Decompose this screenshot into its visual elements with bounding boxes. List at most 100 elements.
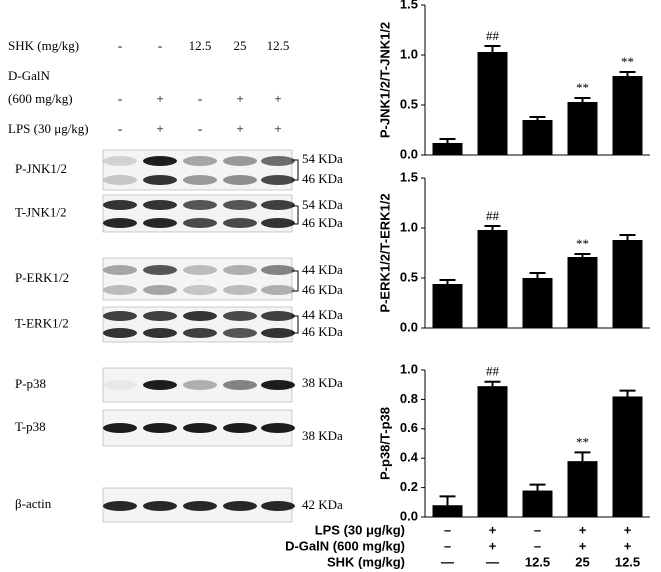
- blot-band: [223, 156, 257, 166]
- bar: [522, 120, 553, 155]
- bar: [612, 396, 643, 517]
- condition-value: -: [158, 38, 162, 53]
- blot-band: [261, 380, 295, 390]
- blot-band: [183, 501, 217, 511]
- error-bar: [439, 138, 456, 143]
- condition-value: 12.5: [267, 38, 290, 53]
- blot-band: [103, 200, 137, 210]
- significance: **: [576, 434, 589, 449]
- bracket: [292, 205, 299, 225]
- blot-band: [261, 501, 295, 511]
- blot-band: [261, 311, 295, 321]
- size-marker: 46 KDa: [302, 215, 343, 230]
- blot-band: [183, 285, 217, 295]
- blot-band: [143, 156, 177, 166]
- condition-value: –: [534, 522, 541, 537]
- y-tick-label: 0.0: [400, 319, 418, 334]
- bar: [432, 505, 463, 517]
- error-bar: [574, 253, 591, 257]
- size-marker: 42 KDa: [302, 497, 343, 512]
- condition-label: SHK (mg/kg): [8, 38, 79, 53]
- condition-value: +: [156, 91, 163, 106]
- condition-value: 25: [234, 38, 247, 53]
- blot-label: P-p38: [15, 376, 46, 391]
- blot-band: [143, 380, 177, 390]
- y-tick-label: 0.5: [400, 96, 418, 111]
- blot-band: [103, 218, 137, 228]
- condition-value: +: [489, 522, 497, 537]
- condition-value: 12.5: [525, 554, 550, 569]
- size-marker: 46 KDa: [302, 171, 343, 186]
- condition-value: -: [198, 91, 202, 106]
- condition-value: 25: [575, 554, 589, 569]
- blot-band: [103, 423, 137, 433]
- blot-box: [102, 257, 293, 301]
- y-tick-label: 1.5: [400, 0, 418, 11]
- error-bar: [439, 279, 456, 284]
- y-tick-label: 0.8: [400, 391, 418, 406]
- blot-band: [261, 175, 295, 185]
- blot-label: T-JNK1/2: [15, 204, 67, 219]
- blot-band: [223, 285, 257, 295]
- bar: [432, 284, 463, 328]
- condition-value: –: [444, 538, 451, 553]
- blot-band: [223, 328, 257, 338]
- size-marker: 54 KDa: [302, 151, 343, 166]
- blot-band: [223, 423, 257, 433]
- significance: **: [576, 80, 589, 95]
- error-bar: [619, 234, 636, 240]
- blot-band: [143, 218, 177, 228]
- y-axis-label: P-JNK1/2/T-JNK1/2: [377, 22, 392, 138]
- y-axis-label: P-p38/T-p38: [377, 407, 392, 480]
- error-bar: [484, 225, 501, 230]
- blot-band: [261, 265, 295, 275]
- blot-band: [103, 285, 137, 295]
- bar: [522, 278, 553, 328]
- blot-label: T-p38: [15, 419, 46, 434]
- blot-band: [143, 265, 177, 275]
- condition-value: –: [534, 538, 541, 553]
- blot-band: [143, 285, 177, 295]
- blot-band: [143, 328, 177, 338]
- blot-band: [223, 311, 257, 321]
- condition-value: 12.5: [615, 554, 640, 569]
- condition-value: +: [624, 538, 632, 553]
- condition-value: +: [156, 121, 163, 136]
- blot-band: [103, 501, 137, 511]
- bar: [477, 230, 508, 328]
- condition-value: +: [579, 522, 587, 537]
- blot-band: [183, 423, 217, 433]
- y-tick-label: 0.5: [400, 269, 418, 284]
- condition-value: -: [118, 91, 122, 106]
- condition-value: 12.5: [189, 38, 212, 53]
- blot-label: P-ERK1/2: [15, 270, 69, 285]
- error-bar: [529, 483, 546, 491]
- blot-band: [223, 501, 257, 511]
- blot-box: [102, 367, 293, 403]
- condition-value: +: [624, 522, 632, 537]
- bar: [522, 490, 553, 517]
- blot-band: [143, 311, 177, 321]
- condition-value: +: [236, 121, 243, 136]
- condition-value: +: [489, 538, 497, 553]
- y-tick-label: 1.0: [400, 219, 418, 234]
- blot-label: β-actin: [15, 496, 52, 511]
- error-bar: [529, 116, 546, 120]
- bar: [477, 386, 508, 517]
- error-bar: [574, 97, 591, 102]
- error-bar: [529, 272, 546, 278]
- size-marker: 46 KDa: [302, 324, 343, 339]
- blot-band: [223, 218, 257, 228]
- bar: [477, 52, 508, 155]
- size-marker: 46 KDa: [302, 282, 343, 297]
- condition-value: —: [441, 554, 454, 569]
- error-bar: [484, 380, 501, 387]
- condition-value: +: [274, 91, 281, 106]
- blot-band: [183, 380, 217, 390]
- y-tick-label: 0.4: [400, 450, 419, 465]
- condition-value: -: [198, 121, 202, 136]
- condition-label: SHK (mg/kg): [327, 554, 405, 569]
- blot-band: [261, 200, 295, 210]
- y-tick-label: 1.0: [400, 46, 418, 61]
